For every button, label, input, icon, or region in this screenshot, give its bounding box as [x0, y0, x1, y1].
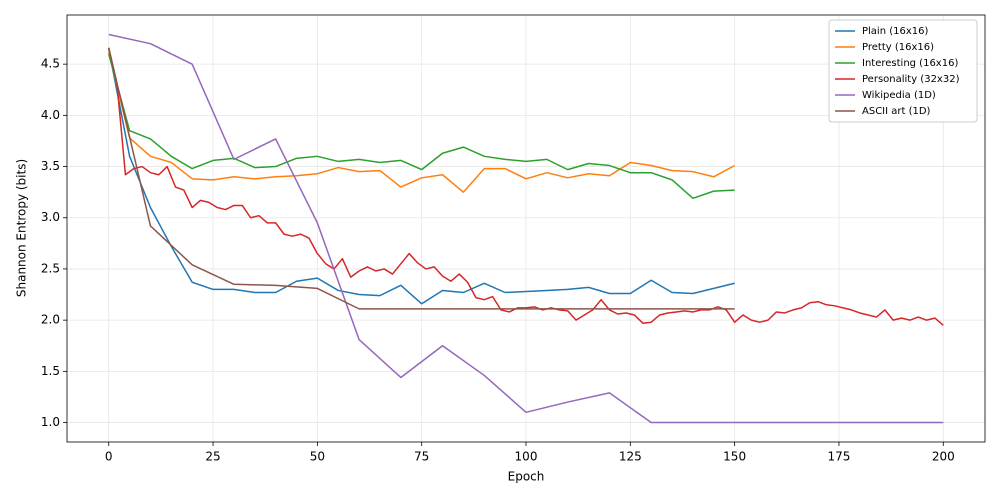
y-tick-label: 1.5 [41, 364, 60, 378]
x-tick-label: 75 [414, 450, 429, 464]
x-axis-label: Epoch [508, 470, 545, 484]
legend: Plain (16x16) Pretty (16x16) Interesting (… [828, 19, 978, 123]
legend-label: Interesting (16x16) [862, 58, 958, 69]
x-tick-label: 100 [515, 450, 538, 464]
legend-label: ASCII art (1D) [862, 106, 931, 117]
y-tick-label: 4.5 [41, 57, 60, 71]
legend-label: Pretty (16x16) [862, 42, 934, 53]
x-tick-label: 125 [619, 450, 642, 464]
series-line [107, 47, 944, 326]
legend-label: Wikipedia (1D) [862, 90, 936, 101]
series-line [108, 53, 735, 200]
series-line [108, 33, 944, 424]
y-tick-label: 3.0 [41, 210, 60, 224]
series-line [107, 51, 735, 193]
legend-label: Plain (16x16) [862, 26, 929, 37]
series-line [107, 48, 735, 305]
x-tick-label: 25 [205, 450, 220, 464]
legend-label: Personality (32x32) [862, 74, 960, 85]
x-tick-label: 150 [723, 450, 746, 464]
y-tick-label: 2.5 [41, 261, 60, 275]
y-tick-label: 1.0 [41, 415, 60, 429]
y-tick-label: 2.0 [41, 313, 60, 327]
legend-box [828, 19, 978, 123]
y-tick-label: 3.5 [41, 159, 60, 173]
x-tick-label: 0 [105, 450, 113, 464]
y-tick-label: 4.0 [41, 108, 60, 122]
x-tick-label: 175 [828, 450, 851, 464]
x-tick-label: 200 [932, 450, 955, 464]
plot-frame [66, 14, 986, 443]
y-axis-label: Shannon Entropy (bits) [15, 159, 29, 297]
series-line [107, 47, 735, 310]
x-tick-label: 50 [310, 450, 325, 464]
